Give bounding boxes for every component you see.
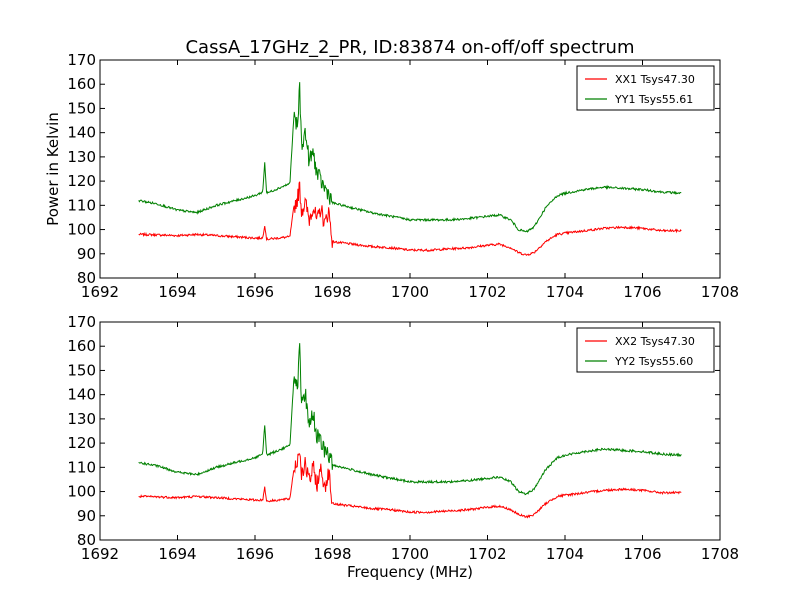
y-tick-label: 160	[67, 75, 96, 93]
series-line-2	[138, 82, 682, 233]
legend-entry: YY1 Tsys55.61	[614, 93, 693, 106]
x-tick-label: 1694	[158, 283, 196, 301]
series-line-1	[138, 452, 682, 519]
x-tick-label: 1700	[391, 545, 429, 563]
legend: XX1 Tsys47.30 YY1 Tsys55.61	[576, 65, 715, 111]
legend-box	[576, 327, 715, 373]
x-tick-label: 1696	[236, 545, 274, 563]
x-tick-label: 1698	[313, 283, 351, 301]
panel-1: 1692 1694 1696 1698 1700 1702 1704 1706 1708 80 90…	[44, 37, 739, 301]
y-tick-label: 130	[67, 148, 96, 166]
y-tick-label: 90	[77, 507, 96, 525]
y-tick-label: 80	[77, 531, 96, 549]
x-tick-label: 1698	[313, 545, 351, 563]
series-line-2	[138, 343, 682, 496]
x-tick-label: 1692	[81, 545, 119, 563]
y-tick-label: 170	[67, 51, 96, 69]
y-tick-label: 150	[67, 361, 96, 379]
y-tick-label: 110	[67, 458, 96, 476]
y-tick-label: 80	[77, 269, 96, 287]
y-tick-label: 90	[77, 245, 96, 263]
x-tick-label: 1704	[546, 283, 584, 301]
y-tick-label: 120	[67, 172, 96, 190]
x-tick-label: 1702	[468, 545, 506, 563]
x-tick-label: 1704	[546, 545, 584, 563]
y-tick-label: 160	[67, 337, 96, 355]
legend-entry: YY2 Tsys55.60	[614, 355, 693, 368]
y-tick-label: 170	[67, 313, 96, 331]
x-tick-label: 1702	[468, 283, 506, 301]
y-axis-label: Power in Kelvin	[44, 112, 62, 226]
legend-entry: XX1 Tsys47.30	[615, 73, 695, 86]
x-tick-label: 1700	[391, 283, 429, 301]
y-tick-label: 120	[67, 434, 96, 452]
y-tick-label: 130	[67, 410, 96, 428]
y-tick-label: 100	[67, 483, 96, 501]
x-tick-label: 1708	[701, 283, 739, 301]
x-tick-label: 1696	[236, 283, 274, 301]
x-tick-label: 1706	[623, 545, 661, 563]
x-axis-label: Frequency (MHz)	[347, 563, 473, 581]
x-tick-label: 1694	[158, 545, 196, 563]
chart-title: CassA_17GHz_2_PR, ID:83874 on-off/off sp…	[185, 37, 634, 58]
x-tick-label: 1708	[701, 545, 739, 563]
series-group	[138, 82, 682, 256]
y-tick-label: 150	[67, 99, 96, 117]
legend-entry: XX2 Tsys47.30	[615, 335, 695, 348]
x-tick-label: 1706	[623, 283, 661, 301]
x-tick-label: 1692	[81, 283, 119, 301]
series-line-1	[138, 181, 682, 256]
y-tick-label: 140	[67, 124, 96, 142]
y-tick-label: 100	[67, 221, 96, 239]
series-group	[138, 343, 682, 519]
y-tick-label: 110	[67, 196, 96, 214]
y-tick-label: 140	[67, 386, 96, 404]
legend-box	[576, 65, 715, 111]
panel-2: 1692 1694 1696 1698 1700 1702 1704 1706 1708 80 90…	[67, 313, 739, 581]
legend: XX2 Tsys47.30 YY2 Tsys55.60	[576, 327, 715, 373]
